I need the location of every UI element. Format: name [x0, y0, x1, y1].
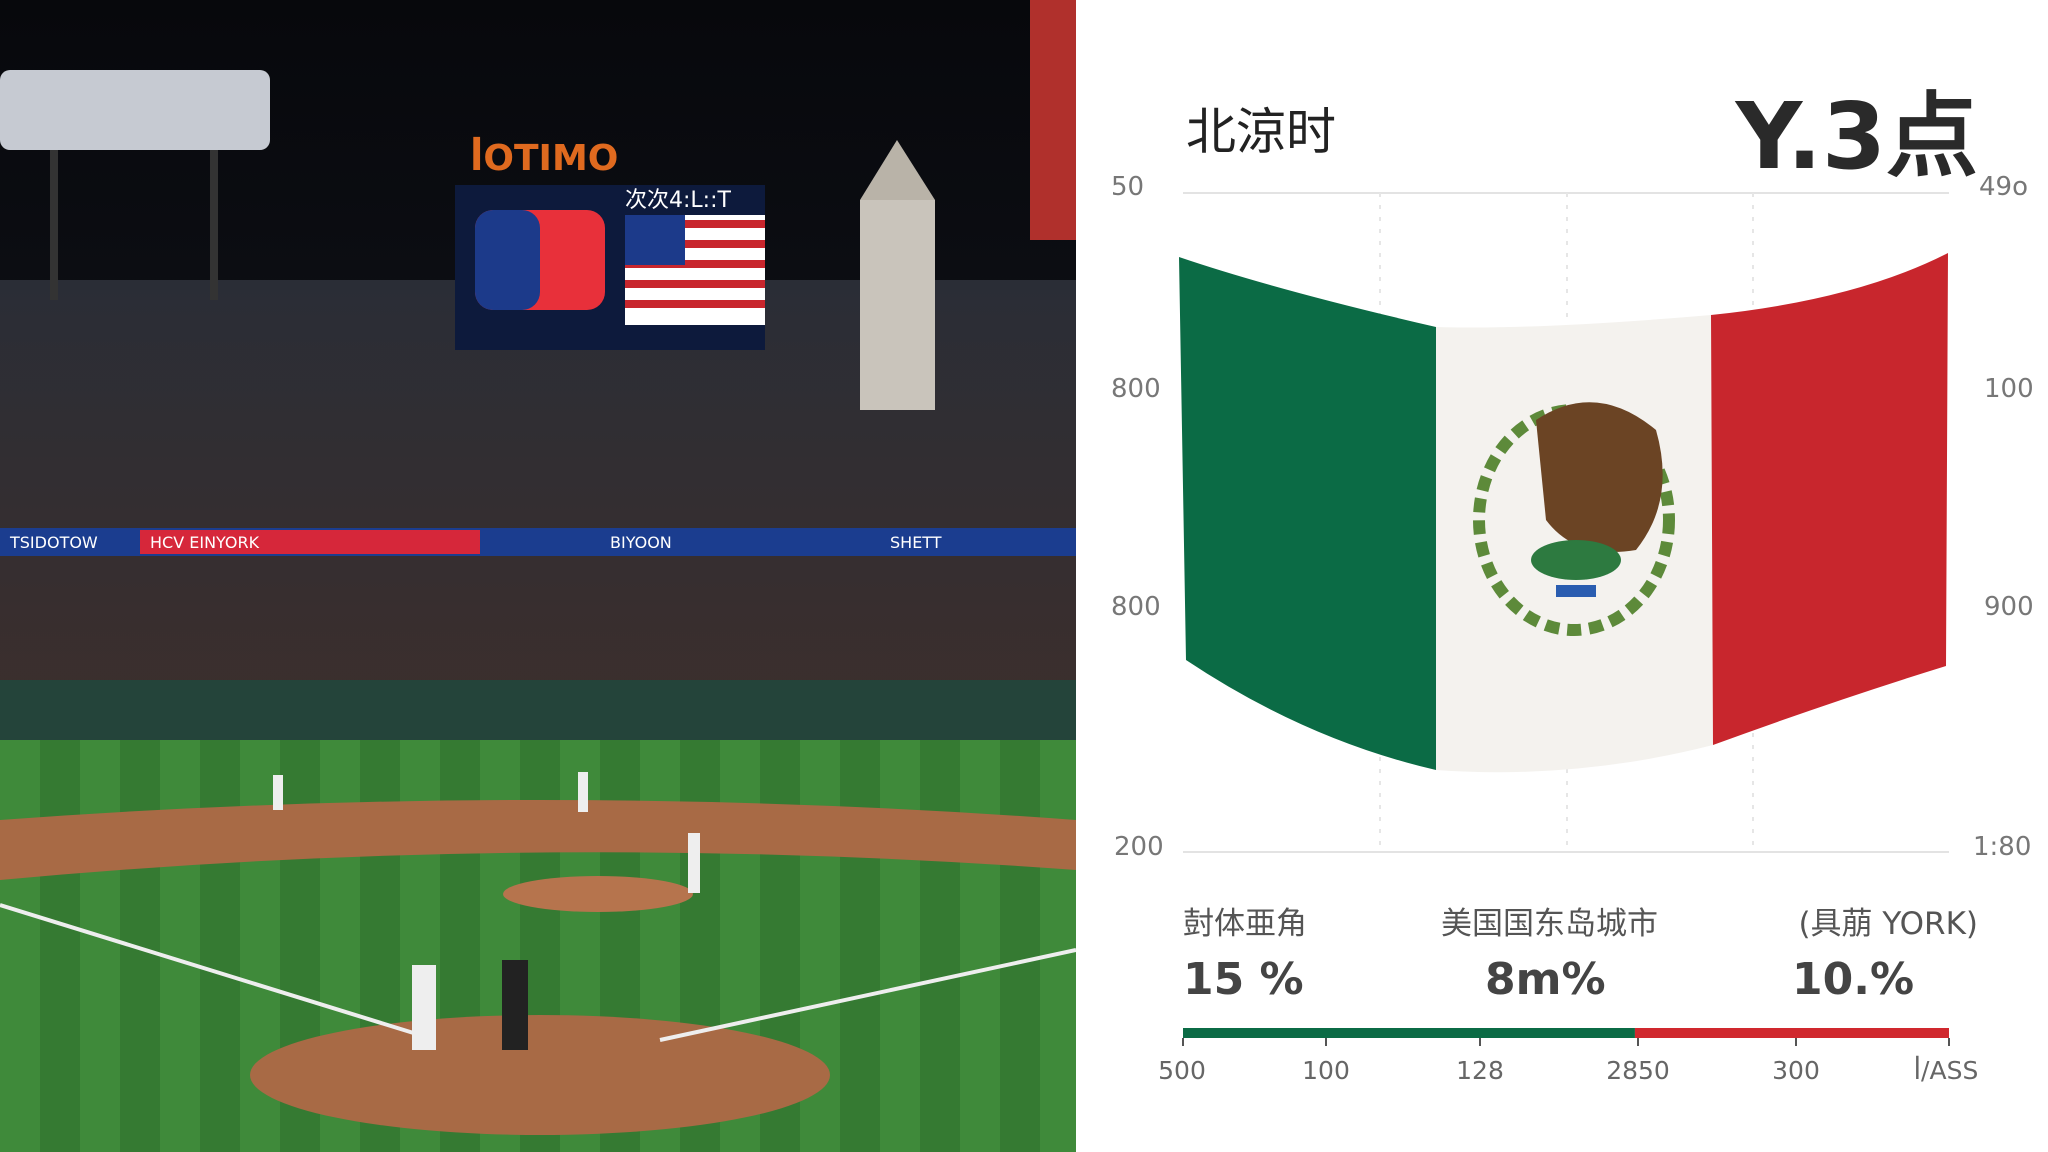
clock-tower [860, 200, 935, 410]
light-tower [0, 70, 270, 300]
scoreboard-clock: 次次4:L::T [625, 188, 731, 213]
x-tick: 300 [1772, 1056, 1820, 1085]
scoreboard-brand: ꟾOTIMO [470, 136, 618, 179]
home-plate-dirt [250, 1015, 830, 1135]
pitchers-mound [503, 876, 693, 912]
chart-area [1179, 192, 1950, 1046]
scoreboard: ꟾOTIMO 次次4:L::T [455, 136, 765, 350]
y-right-tick: 1:80 [1973, 832, 2032, 862]
banner-text: BIYOON [610, 533, 672, 552]
y-left-tick: 800 [1111, 374, 1161, 404]
x-tick: 2850 [1606, 1056, 1670, 1085]
stats-panel: 北涼时 Y.3点 50 800 800 200 49o 1 [1076, 0, 2048, 1152]
y-right-tick: 900 [1984, 592, 2034, 622]
bar-green-segment [1183, 1028, 1635, 1038]
stat-label: 美国国东岛城市 [1441, 906, 1658, 942]
y-right-tick: 49o [1979, 172, 2028, 202]
stat-value: 10.% [1792, 954, 1915, 1005]
coat-of-arms-emblem [1473, 402, 1675, 636]
stat-value: 15 % [1183, 954, 1304, 1005]
x-tick: ꟾ/ASS [1913, 1056, 1979, 1085]
y-left-tick: 200 [1114, 832, 1164, 862]
stat-value: 8m% [1485, 954, 1606, 1005]
y-left-tick: 50 [1111, 172, 1145, 202]
x-tick: 128 [1456, 1056, 1504, 1085]
panel-title: 北涼时 [1186, 103, 1336, 161]
x-tick: 100 [1302, 1056, 1350, 1085]
mexico-flag [1179, 253, 1948, 773]
stat-label: 尌体亜角 [1183, 906, 1307, 942]
y-right-tick: 100 [1984, 374, 2034, 404]
bar-red-segment [1634, 1028, 1949, 1038]
ad-banners: TSIDOTOW HCV EINYORK BIYOON SHETT [0, 528, 1076, 556]
infield-dirt [0, 800, 1076, 880]
y-left-tick: 800 [1111, 592, 1161, 622]
banner-text: HCV EINYORK [150, 533, 260, 552]
banner-text: TSIDOTOW [9, 533, 98, 552]
stadium-photo: ꟾOTIMO 次次4:L::T TSIDOTOW HCV EINYORK BIY… [0, 0, 1076, 1152]
headline-value: Y.3点 [1735, 83, 1978, 190]
stat-label: (具萠 YORK) [1798, 906, 1978, 942]
players [273, 772, 700, 1050]
banner-text: SHETT [890, 533, 942, 552]
x-tick: 500 [1158, 1056, 1206, 1085]
